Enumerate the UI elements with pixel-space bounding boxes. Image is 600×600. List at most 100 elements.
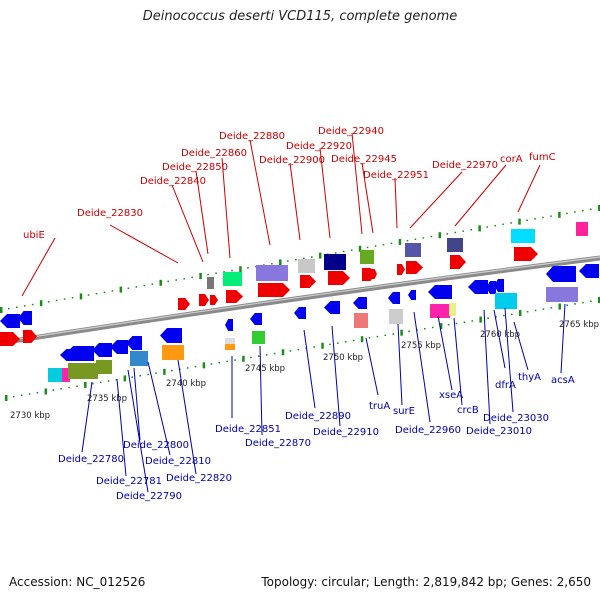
bottom-strand-labels: Deide_22780 Deide_22781 Deide_22790 Deide_2… <box>58 372 575 502</box>
tick-mark <box>115 378 118 381</box>
tick-mark <box>210 363 213 365</box>
gene-arrow <box>371 269 377 279</box>
gene-arrow <box>486 281 496 294</box>
tick-mark <box>598 297 600 303</box>
tick-mark <box>487 317 489 320</box>
label-connector <box>517 164 541 213</box>
tick-mark <box>171 369 173 372</box>
kbp-label: 2730 kbp <box>10 411 50 421</box>
gene-box <box>130 351 148 366</box>
tick-mark <box>558 211 561 218</box>
kbp-label: 2735 kbp <box>87 394 127 404</box>
tick-mark <box>511 313 513 316</box>
tick-mark <box>139 375 142 377</box>
gene-box <box>256 265 288 281</box>
gene-arrow <box>579 264 599 278</box>
tick-mark <box>295 258 297 261</box>
gene-box <box>298 259 315 273</box>
tick-mark <box>590 208 592 211</box>
gene-box <box>48 368 64 382</box>
tick-mark <box>279 259 282 266</box>
tick-mark <box>107 380 110 382</box>
tick-mark <box>542 308 545 310</box>
tick-mark <box>199 273 202 279</box>
tick-mark <box>422 237 425 239</box>
tick-mark <box>76 385 78 387</box>
gene-arrow <box>406 261 423 274</box>
tick-mark <box>582 301 584 304</box>
tick-mark <box>68 386 70 389</box>
gene-box <box>447 238 463 252</box>
kbp-label: 2740 kbp <box>166 379 206 389</box>
tick-mark <box>5 395 8 401</box>
label-connector <box>504 307 514 413</box>
gene-box <box>495 293 517 309</box>
label-connector <box>454 164 507 227</box>
gene-label-top: Deide_22940 <box>318 126 384 137</box>
gene-box <box>324 254 346 270</box>
gene-box <box>68 363 98 379</box>
tick-mark <box>95 292 98 295</box>
gene-box <box>225 344 235 350</box>
label-connector <box>513 321 529 371</box>
tick-mark <box>39 300 43 307</box>
label-connector <box>453 317 463 406</box>
gene-label-top: Deide_22900 <box>259 155 325 166</box>
tick-mark <box>127 287 130 289</box>
tick-mark <box>302 257 305 260</box>
tick-mark <box>36 392 39 394</box>
gene-box <box>62 368 70 382</box>
tick-mark <box>151 283 154 285</box>
gene-label-top: Deide_22951 <box>363 170 429 181</box>
gene-box <box>360 250 374 264</box>
gene-label-bottom: Deide_22800 <box>123 440 189 451</box>
tick-mark <box>526 311 529 313</box>
tick-mark <box>52 389 55 391</box>
gene-box <box>354 313 368 328</box>
tick-mark <box>344 341 347 343</box>
gene-arrow <box>468 280 488 294</box>
gene-label-top: Deide_22830 <box>77 208 143 219</box>
label-connector <box>171 184 204 263</box>
tick-mark <box>494 224 496 227</box>
gene-box <box>576 222 588 236</box>
tick-mark <box>271 263 273 265</box>
label-connector <box>413 311 431 423</box>
tick-mark <box>15 306 18 309</box>
accession-text: Accession: NC_012526 <box>9 575 146 589</box>
tick-mark <box>99 381 102 384</box>
gene-label-bottom: Deide_22890 <box>285 411 351 422</box>
gene-label-bottom: Deide_22780 <box>58 454 124 465</box>
gene-label-bottom: Deide_22790 <box>116 491 182 502</box>
tick-mark <box>79 293 83 300</box>
tick-mark <box>242 355 245 362</box>
gene-box <box>511 229 535 243</box>
tick-mark <box>329 343 331 346</box>
tick-mark <box>526 219 528 221</box>
tick-mark <box>226 360 228 363</box>
gene-label-top: Deide_22850 <box>162 162 228 173</box>
gene-label-bottom: acsA <box>551 375 575 386</box>
tick-mark <box>518 310 522 317</box>
tick-mark <box>510 222 512 224</box>
tick-mark <box>258 355 260 357</box>
label-connector <box>303 329 316 409</box>
label-connector <box>147 361 171 456</box>
tick-mark <box>447 324 450 326</box>
label-connector <box>351 132 363 235</box>
tick-mark <box>147 373 149 376</box>
tick-mark <box>424 327 426 330</box>
gene-label-bottom: Deide_22851 <box>215 424 281 435</box>
gene-arrow <box>66 346 94 361</box>
tick-mark <box>495 316 497 318</box>
label-connector <box>437 315 453 391</box>
tick-mark <box>234 359 236 361</box>
tick-mark <box>167 280 170 283</box>
tick-mark <box>84 381 87 388</box>
gene-label-top: Deide_22970 <box>432 160 498 171</box>
tick-mark <box>44 388 48 395</box>
label-connector <box>116 378 127 477</box>
label-connector <box>109 224 179 264</box>
tick-mark <box>0 307 3 313</box>
gene-label-bottom: Deide_22960 <box>395 425 461 436</box>
